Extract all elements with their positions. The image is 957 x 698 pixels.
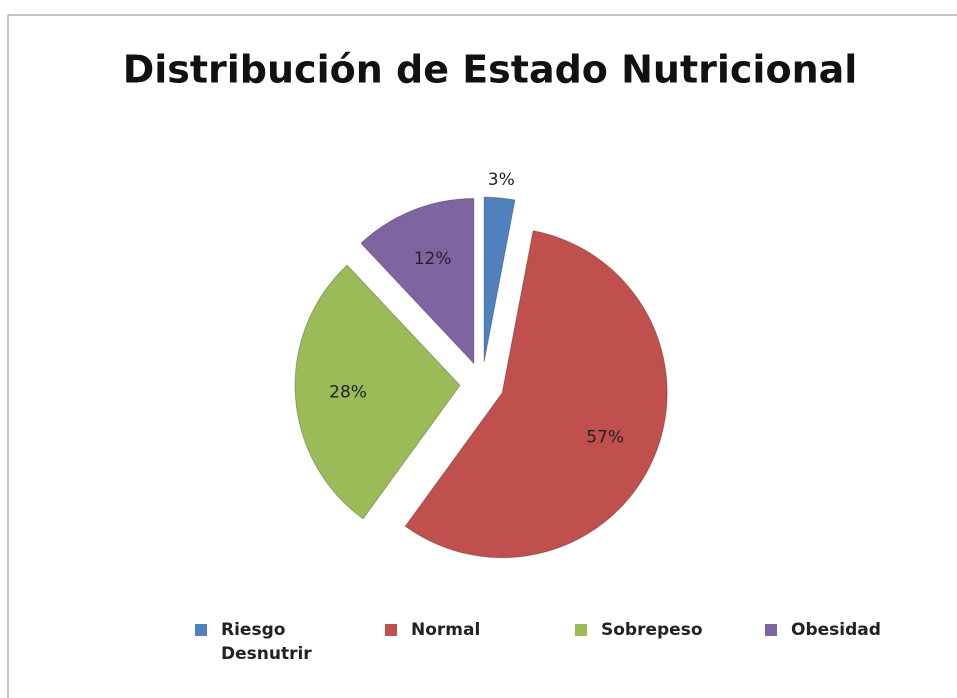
legend-swatch: [575, 624, 587, 636]
legend-label: Obesidad: [791, 620, 881, 640]
legend-swatch: [195, 624, 207, 636]
chart-title: Distribución de Estado Nutricional: [123, 48, 858, 92]
pie-slice: [404, 230, 668, 559]
pie-slice: [360, 198, 475, 365]
legend: Riesgo Desnutrir Normal Sobrepeso Obesidad: [0, 618, 957, 678]
legend-item: Riesgo Desnutrir: [195, 618, 331, 666]
data-label: 57%: [586, 427, 624, 447]
data-label: 28%: [329, 382, 367, 402]
pie-slice: [483, 196, 516, 363]
data-label: 3%: [488, 170, 515, 190]
chart-border: [7, 14, 957, 698]
legend-item: Sobrepeso: [575, 618, 703, 642]
legend-item: Normal: [385, 618, 480, 642]
data-label: 12%: [414, 249, 452, 269]
legend-label: Normal: [411, 620, 481, 640]
legend-label: Riesgo Desnutrir: [221, 620, 312, 664]
legend-item: Obesidad: [765, 618, 881, 642]
legend-label: Sobrepeso: [601, 620, 703, 640]
legend-swatch: [385, 624, 397, 636]
pie-slice: [294, 264, 461, 520]
legend-swatch: [765, 624, 777, 636]
